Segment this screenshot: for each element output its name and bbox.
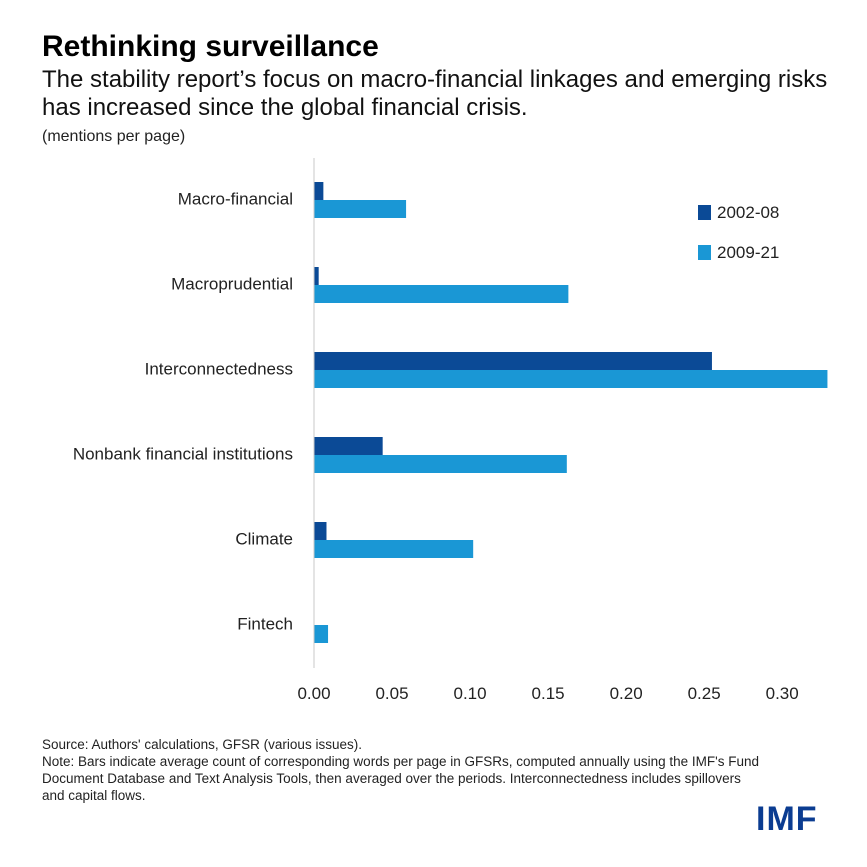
unit-label: (mentions per page) — [42, 128, 186, 145]
bar-2002-08-interconnectedness — [314, 352, 712, 370]
bar-2009-21-macro-financial — [314, 200, 407, 218]
chart-title: Rethinking surveillance — [42, 30, 379, 63]
x-tick-label: 0.10 — [454, 684, 487, 703]
x-tick-label: 0.15 — [532, 684, 565, 703]
bar-2009-21-climate — [314, 540, 474, 558]
legend-label-2009-21: 2009-21 — [717, 243, 779, 262]
legend-label-2002-08: 2002-08 — [717, 203, 779, 222]
source-note: Source: Authors' calculations, GFSR (var… — [42, 737, 362, 752]
bar-2009-21-nonbank-financial-institutions — [314, 455, 567, 473]
category-label: Interconnectedness — [145, 359, 293, 378]
bar-2009-21-macroprudential — [314, 285, 569, 303]
x-tick-labels: 0.00 0.05 0.10 0.15 0.20 0.25 0.30 — [297, 684, 798, 703]
legend: 2002-08 2009-21 — [698, 203, 779, 262]
bar-2009-21-fintech — [314, 625, 329, 643]
bar-2002-08-macro-financial — [314, 182, 324, 200]
x-tick-label: 0.05 — [375, 684, 408, 703]
category-label: Macroprudential — [171, 274, 293, 293]
footnote: Note: Bars indicate average count of cor… — [42, 754, 759, 803]
chart-subtitle: The stability report’s focus on macro-fi… — [42, 66, 828, 121]
x-tick-label: 0.00 — [297, 684, 330, 703]
legend-swatch-2009-21 — [698, 245, 711, 260]
bar-2009-21-interconnectedness — [314, 370, 828, 388]
x-tick-label: 0.20 — [610, 684, 643, 703]
legend-swatch-2002-08 — [698, 205, 711, 220]
category-label: Macro-financial — [178, 189, 293, 208]
notes: Source: Authors' calculations, GFSR (var… — [42, 736, 762, 804]
category-label: Climate — [235, 529, 293, 548]
category-label: Fintech — [237, 614, 293, 633]
category-label: Nonbank financial institutions — [73, 444, 293, 463]
bar-2002-08-nonbank-financial-institutions — [314, 437, 383, 455]
x-tick-label: 0.25 — [688, 684, 721, 703]
bar-chart: Macro-financial Macroprudential Interconne… — [73, 158, 828, 703]
bars-group — [314, 182, 828, 643]
imf-logo: IMF — [756, 800, 818, 838]
x-tick-label: 0.30 — [766, 684, 799, 703]
bar-2002-08-climate — [314, 522, 327, 540]
bar-2002-08-macroprudential — [314, 267, 319, 285]
category-labels: Macro-financial Macroprudential Interconne… — [73, 189, 293, 633]
